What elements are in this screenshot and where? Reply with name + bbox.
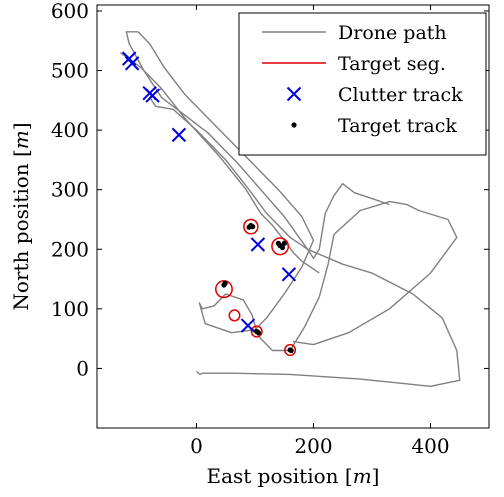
axes-frame (96, 4, 490, 429)
legend-swatch-x-stroke-b (286, 86, 302, 102)
target-seg-circle (284, 343, 297, 357)
clutter-track-point-stroke-b (121, 51, 137, 66)
legend-box (238, 12, 487, 156)
x-axis-label: East position [m] (207, 464, 380, 488)
target-seg-circle (228, 309, 241, 322)
target-track-point (222, 280, 228, 286)
target-seg-circle (243, 218, 259, 235)
drone-path-segment (119, 52, 320, 274)
legend-swatch-x (286, 86, 302, 102)
target-track-point (250, 224, 256, 230)
legend-swatch-dot (291, 122, 297, 128)
clutter-track-point-stroke-b (145, 88, 160, 103)
target-track-point (288, 347, 294, 354)
x-axis-label-bracket: ] (372, 464, 380, 488)
clutter-track-point-stroke-b (171, 127, 187, 143)
x-axis-label-text: East position [ (207, 464, 353, 488)
target-seg-circle (215, 280, 233, 299)
legend-entry-drone-path: Drone path (262, 22, 447, 44)
y-axis-label-bracket: ] (9, 122, 33, 130)
y-tick-label: 500 (51, 59, 89, 83)
legend-label: Clutter track (338, 84, 463, 106)
x-tick-label: 400 (411, 434, 449, 458)
clutter-track-point-stroke-b (250, 237, 266, 252)
y-axis-label-unit: m (9, 130, 33, 149)
drone-path-segment (198, 200, 458, 352)
clutter-track-point-stroke-b (240, 318, 256, 333)
legend-entry-clutter-track: Clutter track (286, 84, 463, 106)
y-tick-label: 0 (76, 356, 89, 380)
legend: Drone path Target seg. Clutter track Target… (238, 12, 487, 156)
clutter-track-point (240, 318, 256, 333)
x-tick-label: 0 (190, 434, 203, 458)
y-axis-label: North position [m] (9, 122, 33, 310)
series-layer (119, 31, 461, 387)
target-track-point (279, 244, 286, 251)
clutter-track-point-stroke-b (281, 267, 297, 282)
clutter-track-point (250, 237, 266, 252)
y-tick-label: 600 (51, 0, 89, 23)
drone-path-segment (125, 31, 461, 387)
y-axis-label-text: North position [ (9, 149, 33, 310)
legend-entry-target-seg: Target seg. (262, 53, 446, 75)
drone-path-segment (149, 87, 390, 259)
axes: 0 200 400 0 100 200 300 400 500 600 East position … (9, 0, 490, 488)
legend-label: Target track (338, 115, 457, 137)
target-track-point (255, 330, 262, 336)
plot-area (119, 31, 461, 387)
legend-entry-target-track: Target track (291, 115, 457, 137)
x-tick-label: 200 (294, 434, 332, 458)
y-tick-label: 300 (51, 178, 89, 202)
target-seg-circle (250, 325, 263, 338)
x-axis-label-unit: m (353, 464, 372, 488)
target-seg-circle (271, 237, 290, 256)
y-tick-label: 100 (51, 297, 89, 321)
clutter-track-point (145, 88, 160, 103)
clutter-track-point (171, 127, 187, 143)
y-tick-label: 400 (51, 118, 89, 142)
clutter-track-point (281, 267, 297, 282)
target-track-point (281, 240, 287, 246)
y-tick-label: 200 (51, 237, 89, 261)
legend-label: Target seg. (338, 53, 446, 75)
clutter-track-point-stroke-b (124, 56, 140, 71)
clutter-track-point (124, 56, 140, 71)
legend-label: Drone path (338, 22, 447, 44)
